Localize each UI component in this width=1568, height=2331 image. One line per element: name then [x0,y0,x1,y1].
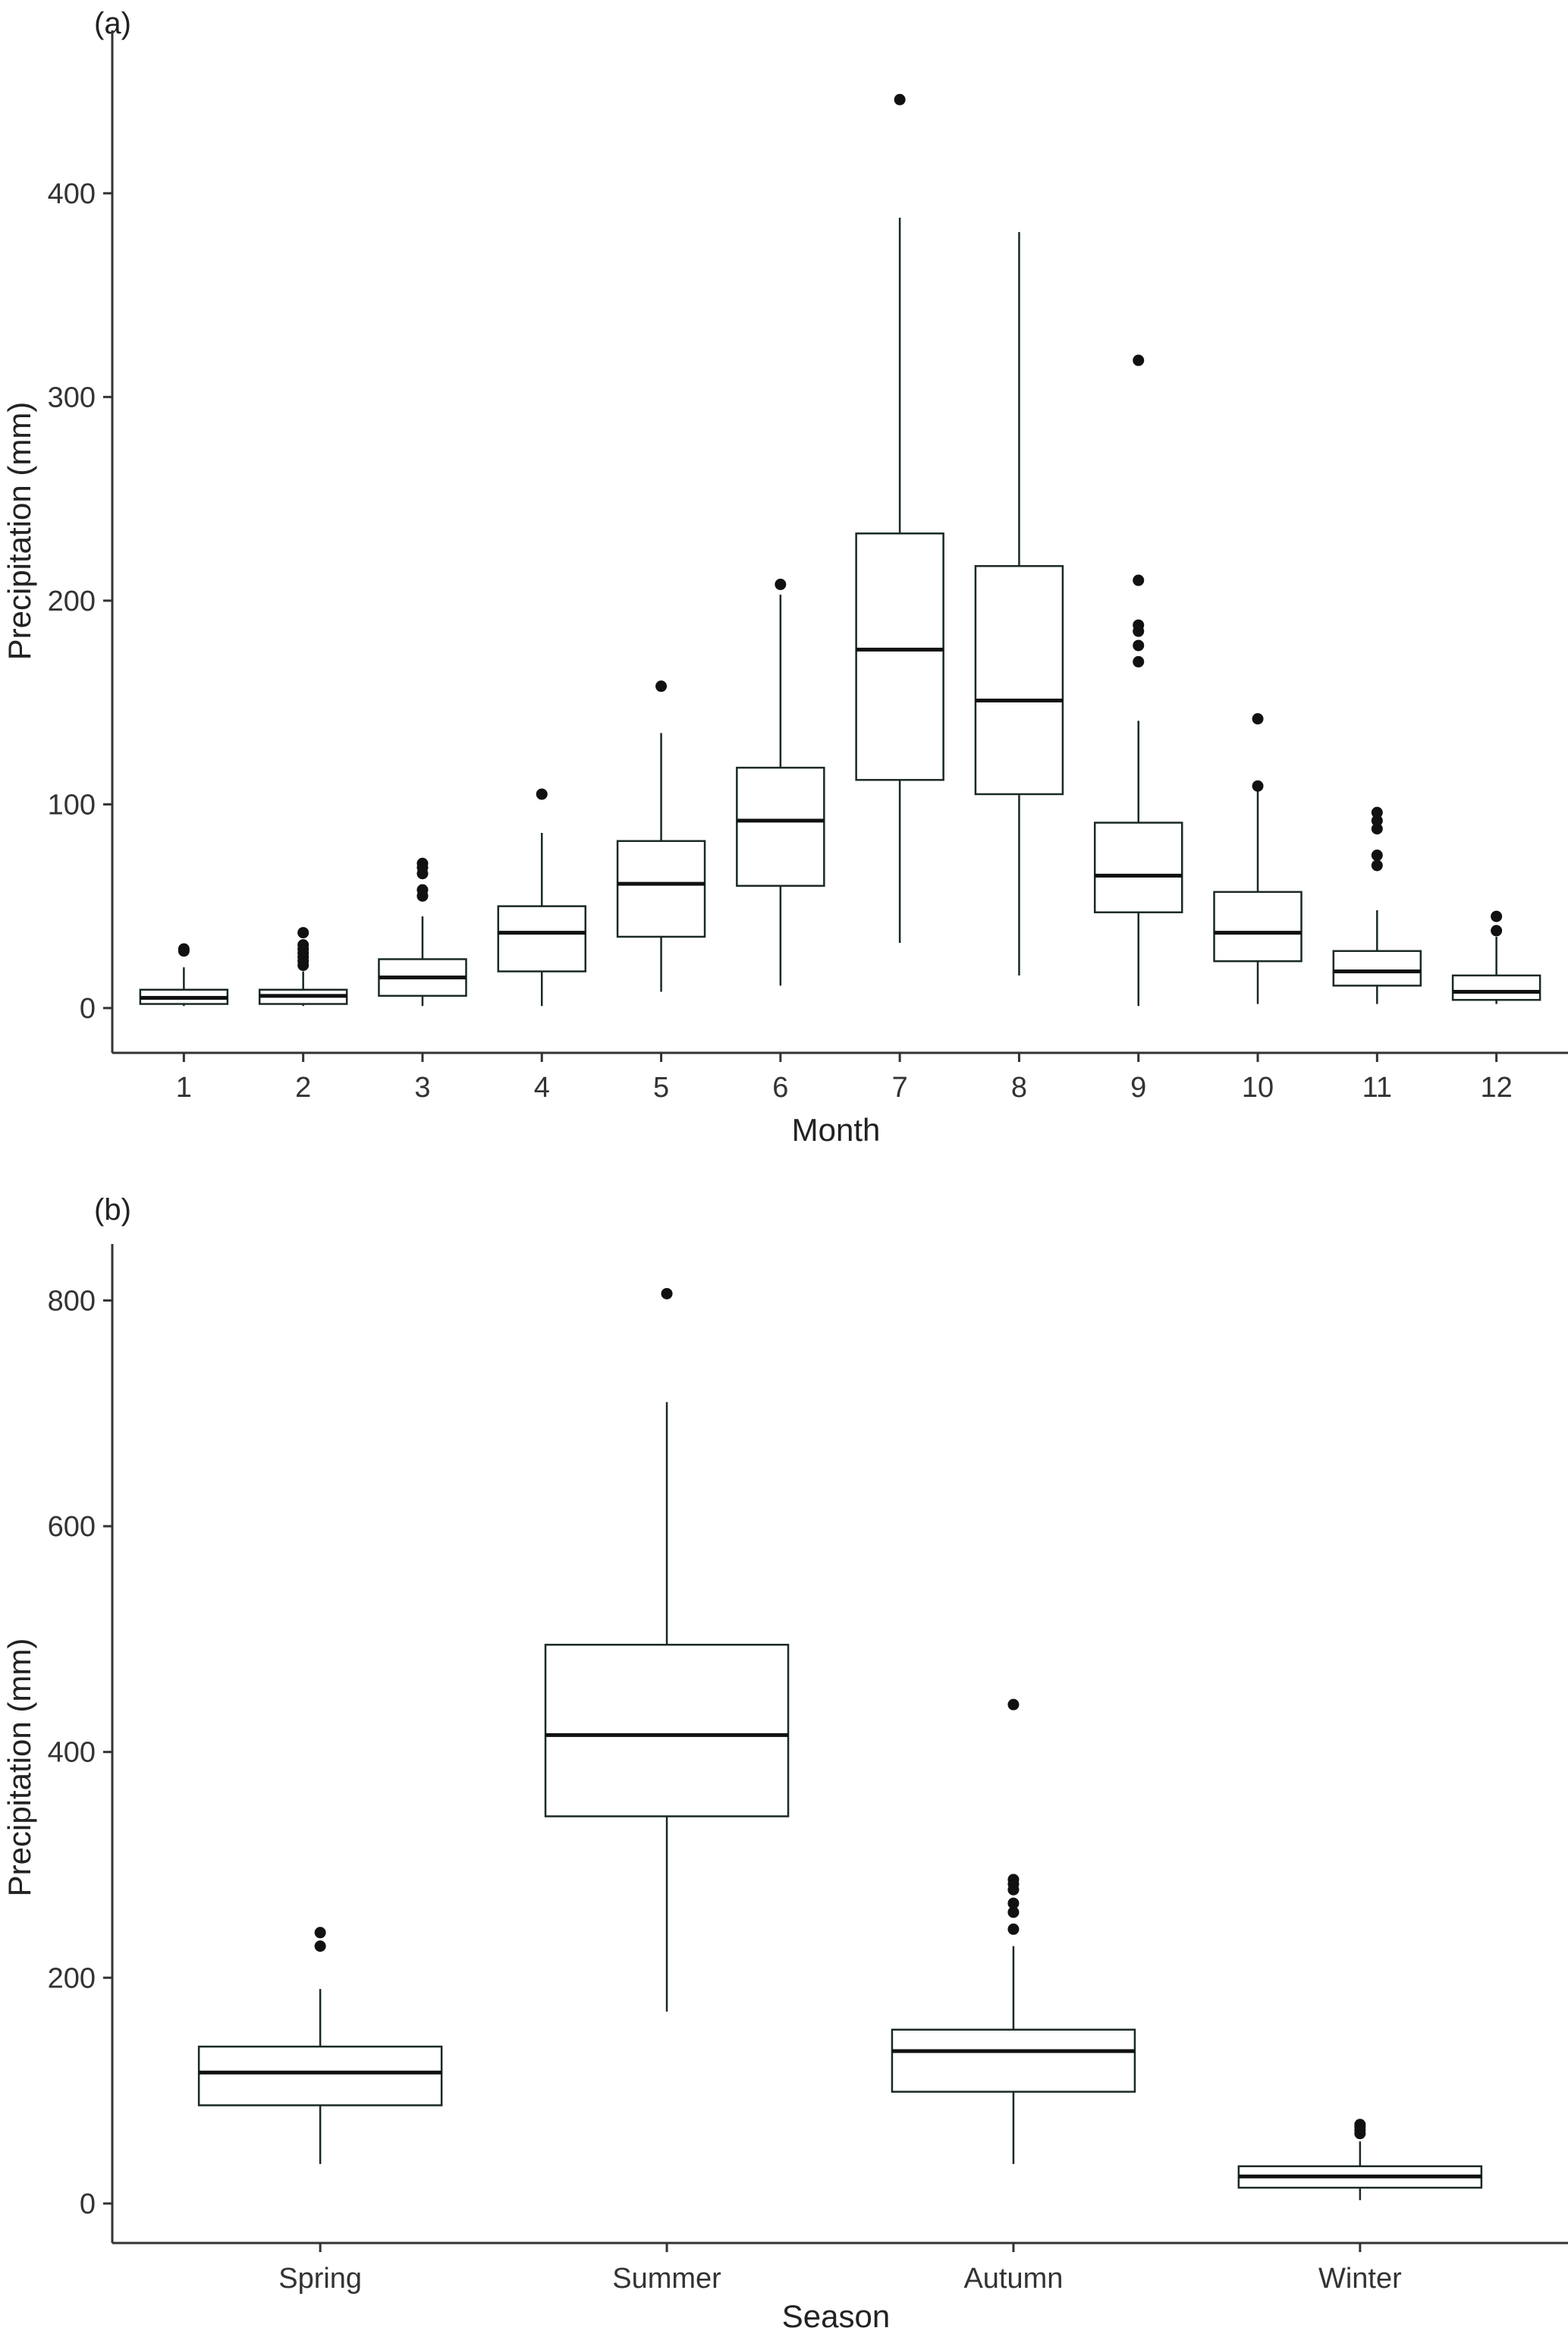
x-tick-label: 8 [1011,1072,1027,1104]
panel-b-seasonal-boxplot: (b) Precipitation (mm) Season 0 200 400 600… [2,1193,1568,2331]
box-group [378,857,467,1007]
outlier-point [655,680,668,693]
y-tick-label: 600 [48,1511,96,1543]
iqr-box [891,2028,1136,2093]
outlier-point [416,884,429,896]
x-tick-label: 6 [772,1072,788,1104]
y-tick-label: 200 [48,586,96,617]
iqr-box [544,1644,790,1817]
iqr-box [974,564,1064,796]
panel-a-y-axis-title: Precipitation (mm) [2,402,37,661]
x-tick-label: 1 [176,1072,192,1104]
panel-b-label: (b) [94,1193,131,1227]
outlier-point [1491,925,1503,937]
y-tick-label: 0 [80,2188,96,2220]
y-tick-label: 400 [48,178,96,210]
box-group [1213,713,1302,1004]
outlier-point [416,857,429,869]
iqr-box [855,532,944,781]
outlier-point [1491,910,1503,922]
box-group [974,231,1064,975]
outlier-point [775,578,787,590]
outlier-point [1371,815,1383,827]
box-group [616,680,706,992]
y-tick-label: 800 [48,1285,96,1317]
outlier-point [1133,619,1145,631]
x-tick-label: 10 [1242,1072,1274,1104]
box-group [1237,2119,1483,2201]
panel-a-x-axis-title: Month [792,1112,881,1148]
outlier-point [1007,1897,1020,1909]
box-group [139,943,229,1007]
x-tick-label: 2 [295,1072,311,1104]
outlier-point [1252,780,1264,792]
outlier-point [661,1287,673,1299]
x-tick-label: Spring [278,2263,362,2295]
y-tick-label: 0 [80,993,96,1025]
box-group [1451,910,1541,1004]
outlier-point [1371,806,1383,818]
panel-b-x-axis-title: Season [782,2298,890,2331]
iqr-box [1451,974,1541,1001]
box-group [258,927,348,1007]
x-tick-label: Autumn [963,2263,1063,2295]
outlier-point [1371,850,1383,862]
x-tick-label: 7 [892,1072,908,1104]
x-tick-label: 12 [1480,1072,1512,1104]
outlier-point [297,927,310,939]
outlier-point [1354,2119,1366,2131]
box-group [1332,806,1422,1004]
outlier-point [297,939,310,951]
iqr-box [1093,822,1183,913]
x-tick-label: Summer [612,2263,721,2295]
box-group [197,1927,443,2164]
x-tick-label: Winter [1318,2263,1402,2295]
box-group [544,1287,790,2012]
y-tick-label: 100 [48,789,96,821]
x-tick-label: 5 [653,1072,669,1104]
box-group [736,578,825,986]
y-tick-label: 400 [48,1737,96,1769]
y-tick-label: 200 [48,1962,96,1994]
x-tick-label: 4 [534,1072,550,1104]
box-group [1093,354,1183,1007]
panel-a-monthly-boxplot: (a) Precipitation (mm) Month 01002003004… [2,7,1568,1148]
iqr-box [736,766,825,887]
outlier-point [314,1927,326,1939]
outlier-point [1133,574,1145,586]
outlier-point [894,93,906,105]
outlier-point [1007,1923,1020,1935]
box-group [497,788,587,1007]
x-tick-label: 3 [414,1072,430,1104]
panel-b-y-axis-title: Precipitation (mm) [2,1638,37,1897]
outlier-point [314,1940,326,1952]
box-group [891,1698,1136,2164]
outlier-point [1133,639,1145,652]
outlier-point [178,943,190,955]
outlier-point [1252,713,1264,725]
outlier-point [1007,1698,1020,1711]
outlier-point [1371,859,1383,872]
iqr-box [497,905,587,972]
outlier-point [1133,655,1145,668]
x-tick-label: 11 [1362,1072,1392,1104]
y-tick-label: 300 [48,382,96,413]
outlier-point [1007,1874,1020,1886]
outlier-point [1371,823,1383,835]
outlier-point [1007,1906,1020,1918]
iqr-box [1332,950,1422,987]
iqr-box [197,2045,443,2106]
x-tick-label: 9 [1130,1072,1146,1104]
iqr-box [1213,891,1302,963]
iqr-box [616,840,706,938]
box-group [855,93,944,943]
outlier-point [1133,354,1145,366]
outlier-point [536,788,548,800]
